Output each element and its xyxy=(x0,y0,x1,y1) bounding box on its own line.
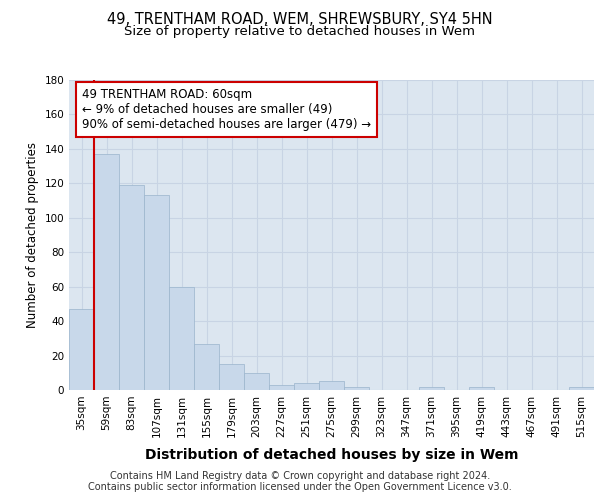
Bar xyxy=(569,386,594,390)
Bar xyxy=(194,344,219,390)
Bar xyxy=(69,309,94,390)
Bar xyxy=(244,373,269,390)
Bar xyxy=(319,382,344,390)
Text: Contains HM Land Registry data © Crown copyright and database right 2024.
Contai: Contains HM Land Registry data © Crown c… xyxy=(88,471,512,492)
Bar xyxy=(294,383,319,390)
Bar xyxy=(144,196,169,390)
Y-axis label: Number of detached properties: Number of detached properties xyxy=(26,142,39,328)
Bar xyxy=(119,185,144,390)
Bar xyxy=(469,386,494,390)
Text: 49, TRENTHAM ROAD, WEM, SHREWSBURY, SY4 5HN: 49, TRENTHAM ROAD, WEM, SHREWSBURY, SY4 … xyxy=(107,12,493,28)
Text: Size of property relative to detached houses in Wem: Size of property relative to detached ho… xyxy=(125,25,476,38)
Bar xyxy=(269,385,294,390)
X-axis label: Distribution of detached houses by size in Wem: Distribution of detached houses by size … xyxy=(145,448,518,462)
Text: 49 TRENTHAM ROAD: 60sqm
← 9% of detached houses are smaller (49)
90% of semi-det: 49 TRENTHAM ROAD: 60sqm ← 9% of detached… xyxy=(82,88,371,130)
Bar xyxy=(94,154,119,390)
Bar xyxy=(419,386,444,390)
Bar xyxy=(219,364,244,390)
Bar xyxy=(169,286,194,390)
Bar xyxy=(344,386,369,390)
